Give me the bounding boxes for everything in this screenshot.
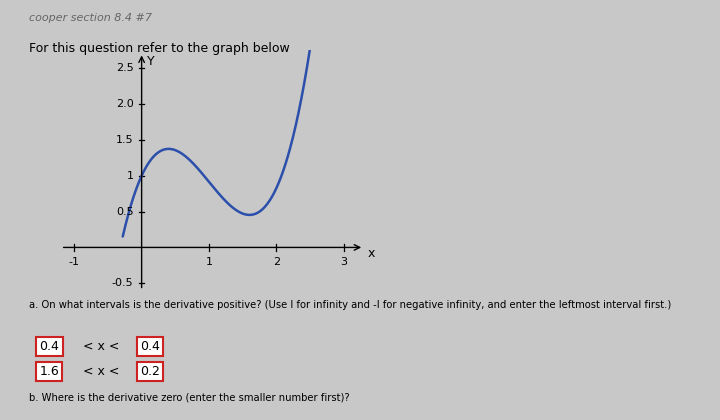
Text: x: x (367, 247, 375, 260)
Text: 0.5: 0.5 (116, 207, 133, 217)
Text: b. Where is the derivative zero (enter the smaller number first)?: b. Where is the derivative zero (enter t… (29, 393, 349, 403)
Text: 0.2: 0.2 (140, 365, 161, 378)
Text: 2.0: 2.0 (116, 99, 133, 109)
Text: 1: 1 (127, 171, 133, 181)
Text: 1: 1 (205, 257, 212, 267)
Text: 0.4: 0.4 (140, 340, 161, 353)
Text: < x <: < x < (83, 365, 120, 378)
Text: For this question refer to the graph below: For this question refer to the graph bel… (29, 42, 289, 55)
Text: 1.6: 1.6 (40, 365, 59, 378)
Text: Y: Y (147, 55, 155, 68)
Text: 1.5: 1.5 (116, 135, 133, 145)
Text: 0.4: 0.4 (40, 340, 60, 353)
Text: < x <: < x < (83, 340, 120, 353)
Text: 3: 3 (341, 257, 347, 267)
Text: 2: 2 (273, 257, 280, 267)
Text: -1: -1 (68, 257, 80, 267)
Text: -0.5: -0.5 (112, 278, 133, 288)
Text: cooper section 8.4 #7: cooper section 8.4 #7 (29, 13, 152, 23)
Text: 2.5: 2.5 (116, 63, 133, 73)
Text: a. On what intervals is the derivative positive? (Use I for infinity and -I for : a. On what intervals is the derivative p… (29, 300, 671, 310)
